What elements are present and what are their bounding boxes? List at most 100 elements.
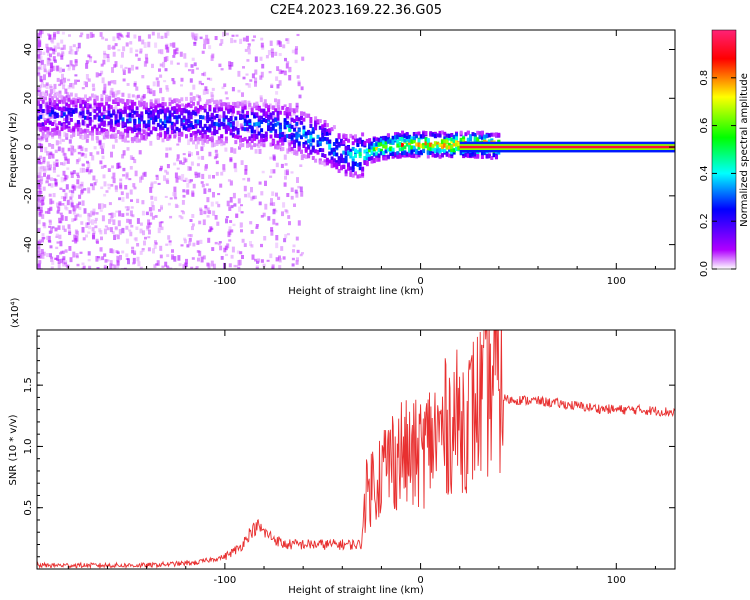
spectrogram-noise-cell xyxy=(75,255,79,259)
spectrogram-ridge-cell xyxy=(344,159,348,164)
spectrogram-noise-cell xyxy=(51,65,55,71)
spectrogram-noise-cell xyxy=(144,53,148,59)
spectrogram-ridge-cell xyxy=(121,134,125,139)
spectrogram-noise-cell xyxy=(184,62,188,68)
spectrogram-ridge-cell xyxy=(255,122,259,127)
spectrogram-ridge-cell xyxy=(138,100,141,105)
spectrogram-ridge-cell xyxy=(396,139,400,144)
spectrogram-ridge-cell xyxy=(323,136,327,141)
spectrogram-noise-cell xyxy=(139,222,143,226)
spectrogram-ridge-cell xyxy=(74,107,78,112)
spectrogram-noise-cell xyxy=(250,145,254,150)
spectrogram-noise-cell xyxy=(124,66,128,70)
spectrogram-noise-cell xyxy=(100,236,103,241)
spectrogram-ridge-cell xyxy=(93,109,97,114)
spectrogram-noise-cell xyxy=(221,86,225,90)
spectrogram-noise-cell xyxy=(91,33,95,38)
spectrogram-noise-cell xyxy=(196,250,200,253)
spectrogram-ridge-cell xyxy=(328,128,332,133)
spectrogram-ridge-cell xyxy=(109,113,113,118)
spectrogram-noise-cell xyxy=(131,249,135,254)
spectrogram-ridge-cell xyxy=(293,139,296,144)
spectrogram-noise-cell xyxy=(96,151,100,155)
spectrogram-noise-cell xyxy=(167,202,171,206)
spectrogram-ridge-cell xyxy=(51,128,55,133)
spectrogram-noise-cell xyxy=(73,218,77,221)
spectrogram-ridge-cell xyxy=(231,132,235,137)
spectrogram-ridge-cell xyxy=(419,143,423,148)
spectrogram-noise-cell xyxy=(254,69,258,75)
spectrogram-ridge-cell xyxy=(239,143,242,148)
spectrogram-ridge-cell xyxy=(107,111,111,116)
spectrogram-ridge-cell xyxy=(147,112,151,117)
spectrogram-ridge-cell xyxy=(330,163,334,167)
spectrogram-noise-cell xyxy=(228,263,232,268)
spectrogram-ridge-cell xyxy=(163,130,167,135)
spectrogram-ridge-cell xyxy=(208,137,212,142)
spectrogram-ridge-cell xyxy=(424,137,428,142)
spectrogram-noise-cell xyxy=(159,74,163,78)
spectrogram-noise-cell xyxy=(290,151,294,154)
spectrogram-ridge-cell xyxy=(84,94,87,99)
spectrogram-ridge-cell xyxy=(210,136,214,141)
spectrogram-noise-cell xyxy=(212,210,216,216)
spectrogram-noise-cell xyxy=(82,167,86,173)
spectrogram-ridge-cell xyxy=(274,133,278,138)
spectrogram-ridge-cell xyxy=(156,136,160,140)
spectrogram-noise-cell xyxy=(235,34,239,37)
spectrogram-ridge-cell xyxy=(166,130,170,135)
spectrogram-noise-cell xyxy=(89,152,93,156)
spectrogram-noise-cell xyxy=(38,239,42,244)
spectrogram-noise-cell xyxy=(54,123,58,128)
spectrogram-ridge-cell xyxy=(379,148,383,153)
spectrogram-noise-cell xyxy=(44,211,48,214)
spectrogram-ridge-cell xyxy=(67,110,71,115)
spectrogram-ridge-cell xyxy=(365,148,369,153)
spectrogram-ridge-cell xyxy=(485,134,489,139)
spectrogram-ridge-cell xyxy=(208,126,212,131)
spectrogram-ridge-cell xyxy=(307,154,311,159)
spectrogram-ridge-cell xyxy=(217,101,221,106)
spectrogram-ridge-cell xyxy=(281,105,285,110)
spectrogram-noise-cell xyxy=(98,140,102,146)
spectrogram-noise-cell xyxy=(158,221,162,228)
spectrogram-noise-cell xyxy=(147,219,151,226)
spectrogram-ridge-cell xyxy=(62,107,66,112)
spectrogram-ridge-cell xyxy=(466,130,470,135)
spectrogram-noise-cell xyxy=(129,231,133,237)
spectrogram-ridge-cell xyxy=(231,125,235,130)
spectrogram-noise-cell xyxy=(293,203,296,207)
spectrogram-ridge-cell xyxy=(408,147,412,152)
spectrogram-ridge-cell xyxy=(81,121,85,126)
spectrogram-ridge-cell xyxy=(321,128,325,133)
spectrogram-noise-cell xyxy=(37,244,41,249)
spectrogram-noise-cell xyxy=(141,210,145,216)
spectrogram-noise-cell xyxy=(225,253,228,257)
spectrogram-ridge-cell xyxy=(262,112,266,117)
spectrogram-ridge-cell xyxy=(412,148,416,153)
spectrogram-ridge-cell xyxy=(185,118,188,123)
spectrogram-noise-cell xyxy=(299,186,303,192)
spectrogram-noise-cell xyxy=(209,77,213,81)
spectrogram-noise-cell xyxy=(58,201,62,206)
spectrogram-noise-cell xyxy=(37,252,41,257)
spectrogram-ridge-cell xyxy=(217,107,221,112)
spectrogram-ridge-cell xyxy=(48,112,52,117)
spectrogram-noise-cell xyxy=(92,232,96,239)
spectrogram-noise-cell xyxy=(55,246,59,250)
spectrogram-ridge-cell xyxy=(342,140,346,145)
spectrogram-noise-cell xyxy=(114,93,117,98)
spectrogram-ridge-cell xyxy=(126,126,130,131)
spectrogram-noise-cell xyxy=(272,202,276,207)
spectrogram-noise-cell xyxy=(142,94,146,99)
spectrogram-noise-cell xyxy=(286,193,290,198)
spectrogram-noise-cell xyxy=(41,214,45,219)
spectrogram-noise-cell xyxy=(182,153,186,156)
spectrogram-ridge-cell xyxy=(199,120,202,125)
spectrogram-ridge-cell xyxy=(86,97,90,102)
spectrogram-ridge-cell xyxy=(335,160,339,165)
spectrogram-ridge-cell xyxy=(128,117,132,122)
spectrogram-noise-cell xyxy=(37,67,41,70)
spectrogram-ridge-cell xyxy=(335,152,339,157)
spectrogram-ridge-cell xyxy=(340,138,343,143)
